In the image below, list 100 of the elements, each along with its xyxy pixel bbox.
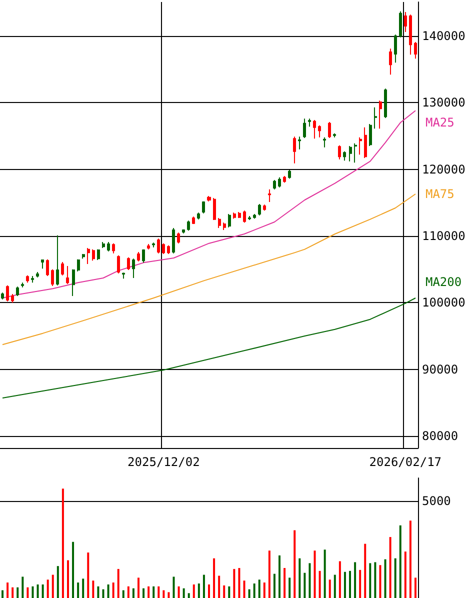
candlestick <box>414 42 417 60</box>
bar <box>168 592 170 598</box>
candlestick <box>283 176 286 184</box>
bar <box>132 588 134 598</box>
candlestick <box>313 120 316 140</box>
candlestick <box>192 216 195 224</box>
candlestick <box>323 136 326 148</box>
candlestick <box>137 252 140 262</box>
bar <box>87 552 90 598</box>
candlestick <box>288 170 291 180</box>
bar <box>188 593 190 598</box>
candlestick <box>308 118 311 128</box>
bar <box>324 550 326 598</box>
bar <box>228 586 230 598</box>
bar <box>338 561 341 598</box>
candlestick <box>228 214 231 228</box>
bar <box>308 563 311 598</box>
candlestick <box>369 124 372 146</box>
candlestick <box>11 294 14 304</box>
candlestick <box>248 216 251 220</box>
bar <box>142 588 145 598</box>
bar <box>409 520 412 598</box>
bar <box>152 586 155 598</box>
bar <box>107 584 110 598</box>
candlestick <box>167 244 170 254</box>
bar <box>248 589 250 598</box>
candlestick <box>61 262 64 276</box>
bar <box>318 570 321 598</box>
bar <box>349 570 352 598</box>
x-tick-label: 2025/12/02 <box>128 455 200 469</box>
candlestick <box>112 242 115 254</box>
candlestick <box>51 268 54 286</box>
candlestick <box>213 198 216 220</box>
y-tick-label: 90000 <box>422 362 458 376</box>
candlestick <box>26 274 29 284</box>
candlestick <box>177 232 180 244</box>
candlestick <box>172 228 175 254</box>
candlestick <box>233 212 236 220</box>
candlestick <box>92 248 95 262</box>
candlestick <box>364 126 367 158</box>
candlestick <box>6 284 9 302</box>
candlestick <box>243 210 246 224</box>
candlestick <box>16 286 19 296</box>
candlestick <box>117 254 120 274</box>
bar <box>354 562 356 598</box>
candlestick <box>389 48 392 76</box>
bar <box>97 586 100 598</box>
candlestick <box>223 222 226 230</box>
bar <box>148 586 150 598</box>
bar <box>238 568 240 598</box>
bar <box>399 525 402 598</box>
line-series <box>2 298 416 398</box>
bar <box>243 580 246 598</box>
candlestick <box>142 248 145 264</box>
bar <box>218 576 220 598</box>
bar <box>72 542 74 598</box>
candlestick <box>349 146 352 162</box>
candlestick <box>182 228 185 234</box>
candlestick <box>122 272 125 280</box>
candlestick <box>77 258 80 272</box>
bar <box>158 586 160 598</box>
bar <box>384 559 386 598</box>
bar <box>328 580 331 598</box>
bar <box>414 578 416 598</box>
candlestick <box>394 34 397 64</box>
candlestick <box>36 272 39 278</box>
candlestick <box>218 218 221 228</box>
bar <box>32 586 34 598</box>
bar <box>117 568 120 598</box>
candlestick <box>72 268 75 296</box>
bar <box>42 584 44 598</box>
bar <box>162 590 165 598</box>
candlestick <box>82 254 85 260</box>
candlestick <box>409 14 412 56</box>
candlestick <box>343 150 346 162</box>
line-series <box>2 194 416 346</box>
candlestick <box>207 196 211 202</box>
bar <box>304 572 306 598</box>
bar <box>172 576 175 598</box>
candlestick <box>107 242 110 252</box>
y-tick-label: 80000 <box>422 429 458 443</box>
bar <box>253 583 256 598</box>
candlestick <box>263 204 266 212</box>
bar <box>182 588 185 598</box>
bar <box>36 584 39 598</box>
bar <box>314 550 316 598</box>
bar <box>82 578 84 598</box>
candlestick <box>318 124 321 138</box>
bar <box>92 580 94 598</box>
candlestick <box>338 144 341 160</box>
bar <box>288 578 291 598</box>
bar <box>192 584 195 598</box>
candlestick <box>399 10 402 38</box>
series-label: MA25 <box>425 116 454 130</box>
bar <box>278 555 281 598</box>
bar <box>369 563 372 598</box>
y-tick-label: 100000 <box>422 296 466 310</box>
candlestick <box>87 248 90 264</box>
bar <box>294 530 296 598</box>
bar <box>344 572 346 598</box>
